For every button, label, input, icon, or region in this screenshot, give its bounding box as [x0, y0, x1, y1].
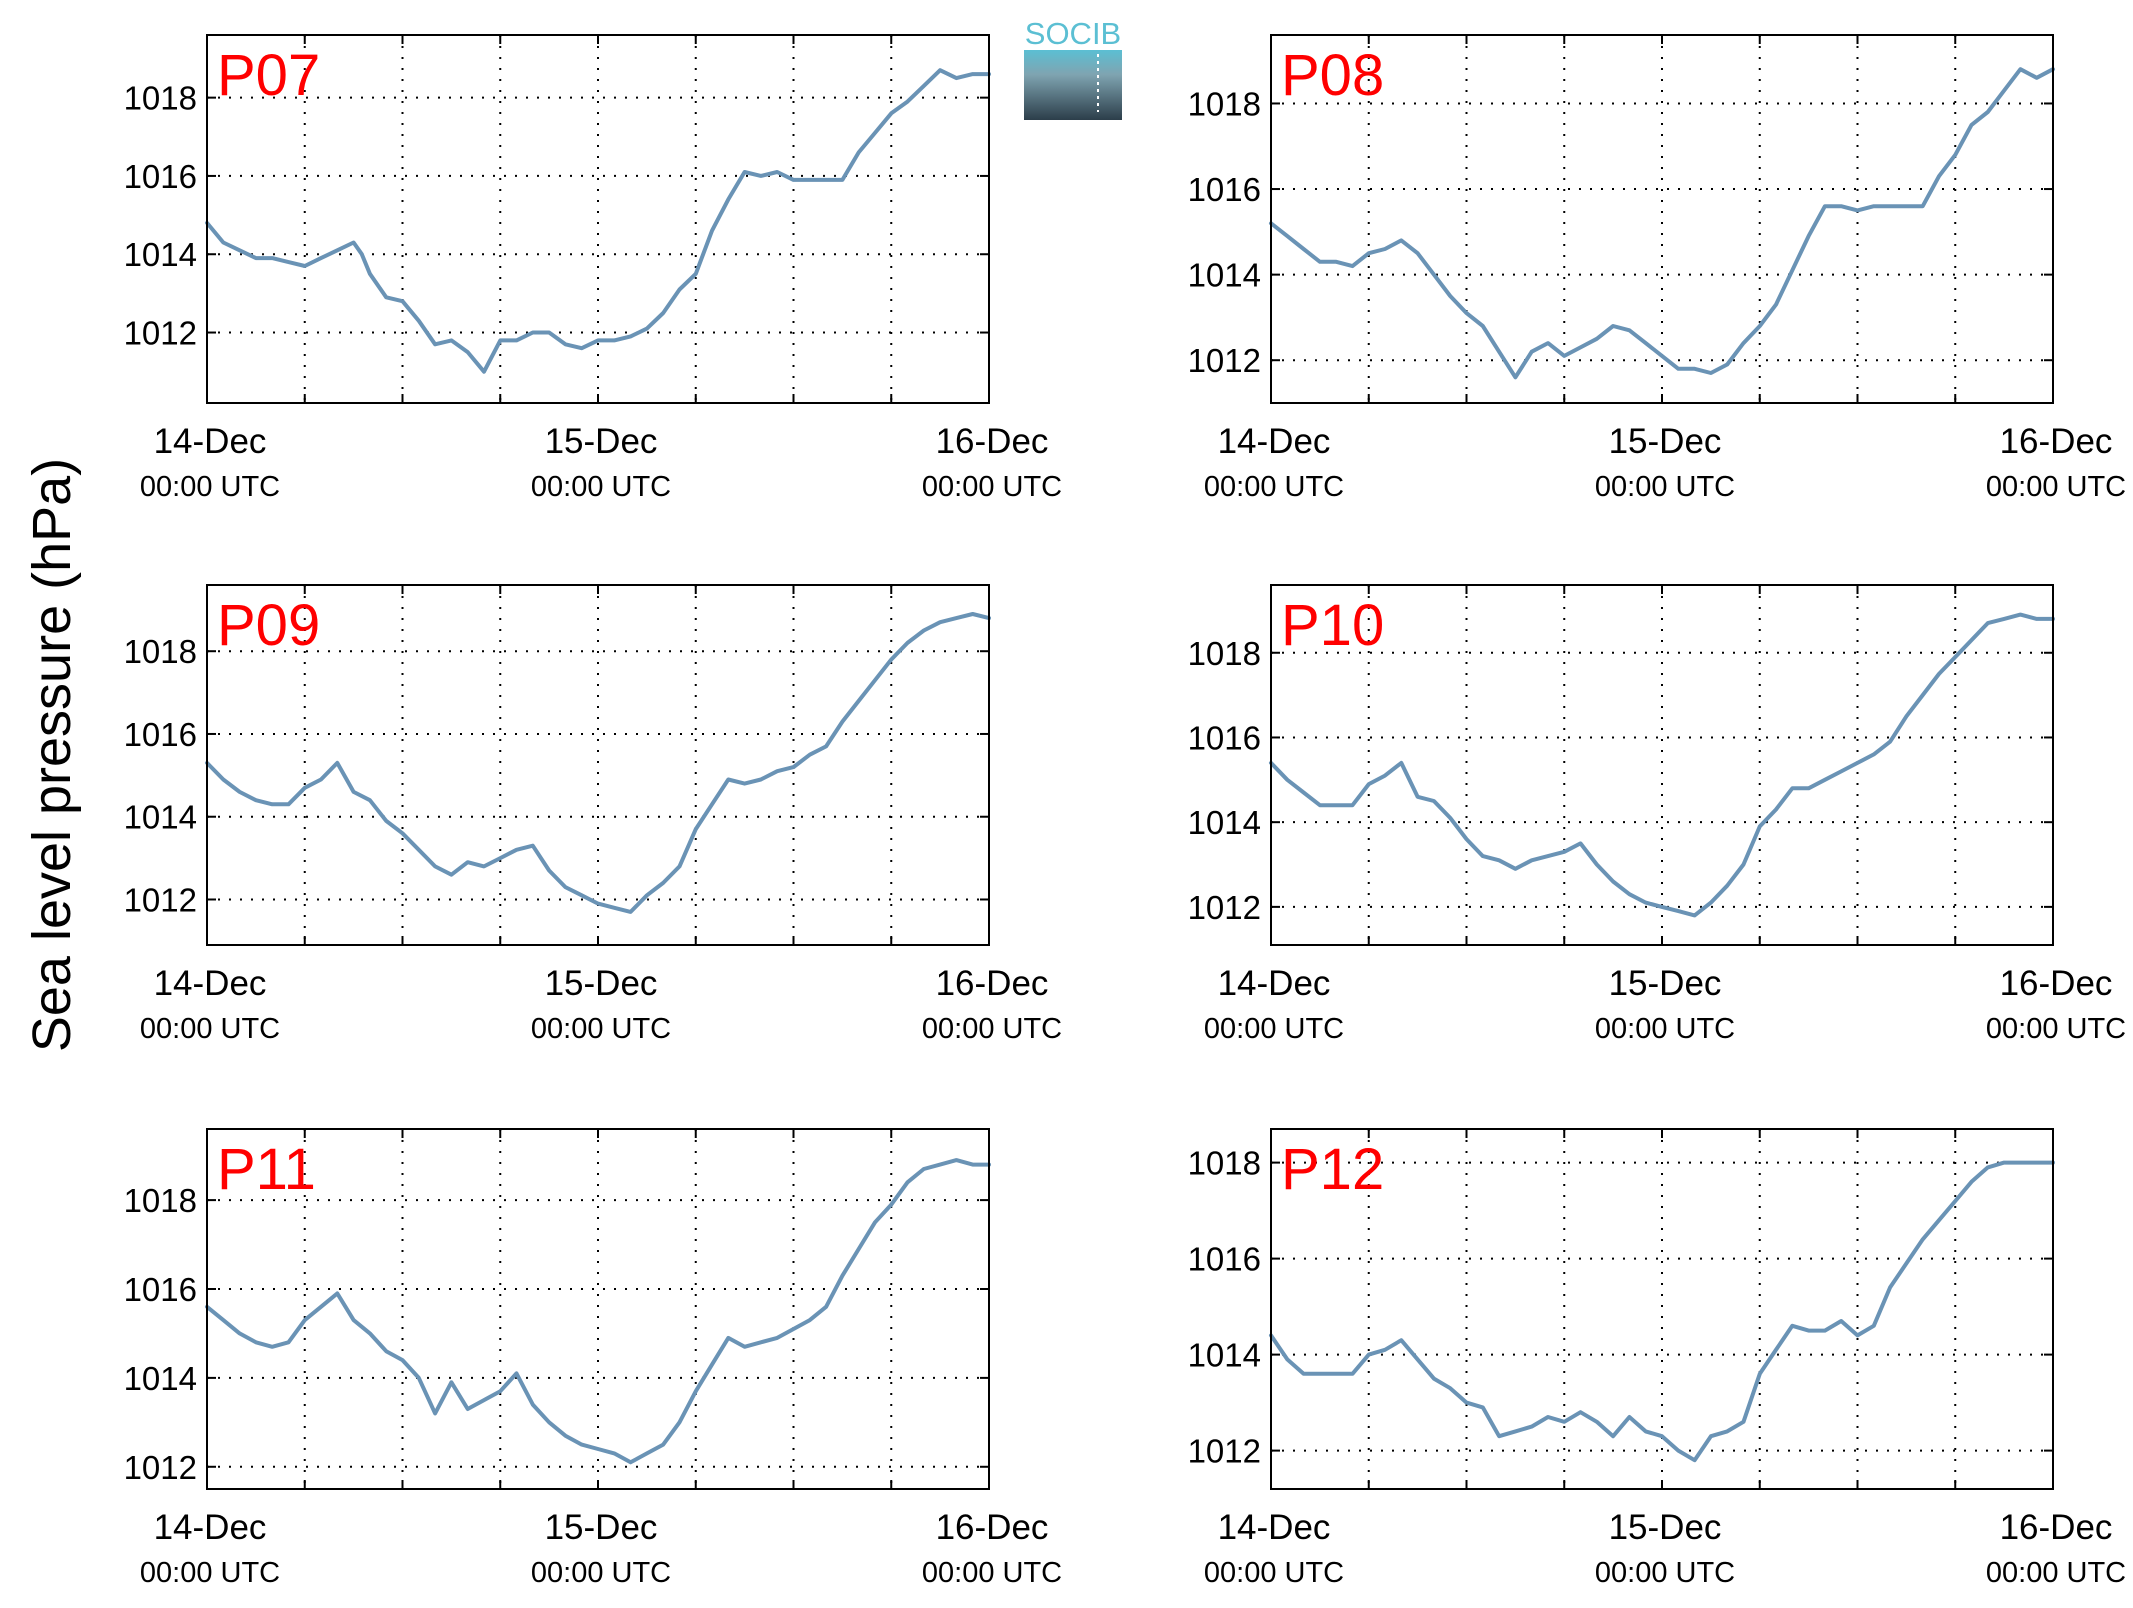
y-tick-label: 1018	[1188, 1145, 1261, 1182]
x-tick-label-time: 00:00 UTC	[531, 471, 671, 503]
logo-graphic	[1024, 50, 1122, 120]
panel-label: P08	[1281, 43, 1384, 108]
axes-frame	[1270, 584, 2054, 946]
y-tick-label: 1016	[124, 1271, 197, 1308]
axes-frame	[206, 584, 990, 946]
panel-label: P12	[1281, 1137, 1384, 1202]
y-tick-label: 1012	[124, 1449, 197, 1486]
y-tick-label: 1012	[1188, 342, 1261, 379]
x-tick-label-time: 00:00 UTC	[1595, 471, 1735, 503]
x-tick-label-date: 15-Dec	[545, 964, 658, 1003]
y-tick-label: 1016	[1188, 719, 1261, 756]
x-tick-label-date: 15-Dec	[545, 422, 658, 461]
series-line	[1269, 1160, 2055, 1463]
y-tick-label: 1014	[124, 1360, 197, 1397]
panel-label: P09	[217, 593, 320, 658]
x-tick-label-date: 15-Dec	[1609, 964, 1722, 1003]
y-tick-label: 1012	[124, 315, 197, 352]
y-tick-label: 1018	[124, 80, 197, 117]
x-tick-label-date: 14-Dec	[154, 1508, 267, 1547]
y-tick-label: 1012	[1188, 1433, 1261, 1470]
axes-frame	[1270, 1128, 2054, 1490]
y-tick-label: 1016	[124, 158, 197, 195]
x-tick-label-time: 00:00 UTC	[1204, 1557, 1344, 1589]
x-tick-label-time: 00:00 UTC	[1986, 1557, 2126, 1589]
x-tick-label-time: 00:00 UTC	[1204, 1013, 1344, 1045]
y-tick-label: 1014	[124, 799, 197, 836]
series-line	[1269, 67, 2055, 380]
x-tick-label-date: 16-Dec	[2000, 1508, 2113, 1547]
y-tick-label: 1014	[1188, 257, 1261, 294]
y-tick-label: 1018	[124, 633, 197, 670]
series-line	[1269, 612, 2055, 918]
x-tick-label-time: 00:00 UTC	[1986, 471, 2126, 503]
x-tick-label-date: 16-Dec	[936, 1508, 1049, 1547]
x-tick-label-date: 16-Dec	[2000, 422, 2113, 461]
series-line	[205, 68, 991, 374]
x-tick-label-date: 14-Dec	[154, 964, 267, 1003]
y-axis-label: Sea level pressure (hPa)	[22, 458, 82, 1052]
y-tick-label: 1018	[124, 1182, 197, 1219]
x-tick-label-time: 00:00 UTC	[531, 1013, 671, 1045]
y-tick-label: 1018	[1188, 85, 1261, 122]
x-tick-label-time: 00:00 UTC	[922, 1013, 1062, 1045]
x-tick-label-date: 14-Dec	[1218, 964, 1331, 1003]
panels: 1012 1014 1016 1018 14-Dec 00:00 UTC 15-Dec 00:…	[124, 34, 2126, 1589]
x-tick-label-time: 00:00 UTC	[140, 1557, 280, 1589]
x-tick-label-date: 16-Dec	[936, 964, 1049, 1003]
x-tick-label-time: 00:00 UTC	[1595, 1557, 1735, 1589]
panel-label: P11	[217, 1137, 316, 1202]
panel-p10: 1012 1014 1016 1018 14-Dec 00:00 UTC 15-Dec 00:…	[1188, 584, 2126, 1045]
x-tick-label-time: 00:00 UTC	[1204, 471, 1344, 503]
x-tick-label-date: 16-Dec	[2000, 964, 2113, 1003]
series-line	[205, 1158, 991, 1465]
x-tick-label-date: 15-Dec	[1609, 1508, 1722, 1547]
panel-p08: 1012 1014 1016 1018 14-Dec 00:00 UTC 15-Dec 00:…	[1188, 34, 2126, 503]
x-tick-label-date: 16-Dec	[936, 422, 1049, 461]
socib-logo: SOCIB	[1024, 16, 1122, 120]
y-tick-label: 1012	[1188, 889, 1261, 926]
axes-frame	[206, 34, 990, 404]
x-tick-label-time: 00:00 UTC	[140, 1013, 280, 1045]
x-tick-label-time: 00:00 UTC	[531, 1557, 671, 1589]
logo-text: SOCIB	[1025, 16, 1121, 51]
panel-p09: 1012 1014 1016 1018 14-Dec 00:00 UTC 15-Dec 00:…	[124, 584, 1062, 1045]
x-tick-label-date: 15-Dec	[545, 1508, 658, 1547]
panel-label: P10	[1281, 593, 1384, 658]
x-tick-label-time: 00:00 UTC	[140, 471, 280, 503]
x-tick-label-date: 15-Dec	[1609, 422, 1722, 461]
x-tick-label-time: 00:00 UTC	[922, 471, 1062, 503]
y-tick-label: 1014	[1188, 804, 1261, 841]
x-tick-label-time: 00:00 UTC	[922, 1557, 1062, 1589]
y-tick-label: 1016	[1188, 171, 1261, 208]
series-line	[205, 612, 991, 914]
x-tick-label-date: 14-Dec	[1218, 422, 1331, 461]
y-tick-label: 1018	[1188, 635, 1261, 672]
x-tick-label-date: 14-Dec	[154, 422, 267, 461]
panel-p11: 1012 1014 1016 1018 14-Dec 00:00 UTC 15-Dec 00:…	[124, 1128, 1062, 1589]
panel-p12: 1012 1014 1016 1018 14-Dec 00:00 UTC 15-Dec 00:…	[1188, 1128, 2126, 1589]
x-tick-label-date: 14-Dec	[1218, 1508, 1331, 1547]
axes-frame	[1270, 34, 2054, 404]
x-tick-label-time: 00:00 UTC	[1986, 1013, 2126, 1045]
x-tick-label-time: 00:00 UTC	[1595, 1013, 1735, 1045]
y-tick-label: 1014	[124, 236, 197, 273]
panel-p07: 1012 1014 1016 1018 14-Dec 00:00 UTC 15-Dec 00:…	[124, 34, 1062, 503]
panel-label: P07	[217, 43, 320, 108]
y-tick-label: 1016	[1188, 1241, 1261, 1278]
y-tick-label: 1014	[1188, 1337, 1261, 1374]
y-tick-label: 1016	[124, 716, 197, 753]
y-tick-label: 1012	[124, 881, 197, 918]
axes-frame	[206, 1128, 990, 1490]
